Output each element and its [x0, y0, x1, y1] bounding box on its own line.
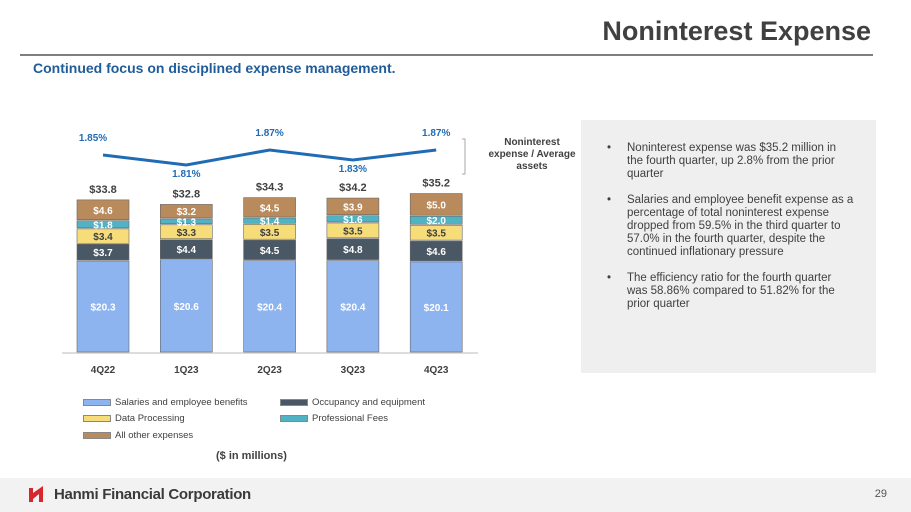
footer — [0, 478, 911, 512]
bar-segment — [76, 228, 130, 244]
bar-value-label: $1.4 — [260, 217, 280, 228]
stacked-bar-chart: $20.3 $3.7 $3.4$1.8 $4.6 $33.8 4Q22 $20.6 $4.4 $… — [62, 128, 478, 376]
legend-swatch — [280, 399, 308, 406]
bar-segment — [160, 259, 213, 353]
bullet: Noninterest expense was $35.2 million in… — [607, 142, 854, 181]
category-label: 4Q22 — [91, 365, 116, 376]
page-title: Noninterest Expense — [602, 16, 871, 46]
bar-segment — [76, 260, 130, 353]
bar-total-label: $34.3 — [256, 182, 284, 194]
bar-segment — [326, 260, 380, 353]
legend-label: Occupancy and equipment — [312, 397, 426, 408]
bar-segment — [326, 222, 380, 239]
bar-segment — [409, 215, 463, 225]
bar-value-label: $3.5 — [343, 226, 363, 237]
commentary-panel: Noninterest expense was $35.2 million in… — [581, 120, 876, 373]
bar-segment — [160, 218, 213, 225]
page-number: 29 — [874, 488, 887, 500]
bar-value-label: $3.5 — [426, 229, 446, 240]
bar-value-label: $3.4 — [93, 232, 113, 243]
bar-value-label: $20.4 — [340, 302, 365, 313]
legend-label: Data Processing — [115, 413, 185, 424]
category-label: 1Q23 — [174, 365, 199, 376]
bar-segment — [243, 260, 296, 353]
bar-segment — [160, 239, 213, 259]
bar-value-label: $2.0 — [426, 216, 446, 227]
category-label: 4Q23 — [424, 365, 449, 376]
bar-segment — [326, 215, 380, 223]
bar-value-label: $4.5 — [260, 246, 280, 257]
bar-segment — [76, 220, 130, 229]
bar-value-label: $3.2 — [177, 207, 197, 218]
bar-segment — [76, 243, 130, 261]
bar-value-label: $4.4 — [177, 245, 197, 256]
bar-value-label: $3.5 — [260, 228, 280, 239]
hanmi-logo-icon — [29, 486, 43, 502]
legend-professional-fees: Professional Fees — [280, 413, 388, 424]
legend-label: Salaries and employee benefits — [115, 397, 248, 408]
legend-swatch — [280, 415, 308, 422]
divider — [20, 54, 873, 56]
bar-value-label: $1.8 — [93, 220, 113, 231]
bullet: Salaries and employee benefit expense as… — [607, 194, 854, 259]
page-subtitle: Continued focus on disciplined expense m… — [33, 60, 396, 76]
bar-segment — [160, 204, 213, 219]
bar-segment — [243, 197, 296, 218]
bracket — [462, 138, 466, 175]
bar-total-label: $34.2 — [339, 182, 367, 194]
legend-swatch — [83, 399, 111, 406]
bar-value-label: $3.7 — [93, 248, 113, 259]
unit-label: ($ in millions) — [216, 450, 287, 462]
bar-segment — [243, 217, 296, 224]
bar-segment — [326, 238, 380, 260]
line-series — [102, 148, 437, 167]
company-logo: Hanmi Financial Corporation — [28, 485, 251, 503]
legend-swatch — [83, 415, 111, 422]
bar-value-label: $3.3 — [177, 228, 197, 239]
bar-segment — [243, 224, 296, 240]
line-value-label: 1.85% — [79, 133, 107, 144]
line-value-label: 1.87% — [255, 128, 283, 139]
legend-other: All other expenses — [83, 430, 193, 441]
line-value-label: 1.81% — [172, 169, 200, 180]
bar-value-label: $20.4 — [257, 302, 282, 313]
bar-value-label: $4.5 — [260, 203, 280, 214]
category-label: 2Q23 — [257, 365, 282, 376]
bar-value-label: $3.9 — [343, 202, 363, 213]
bar-value-label: $5.0 — [426, 200, 446, 211]
legend-occupancy: Occupancy and equipment — [280, 397, 425, 408]
bar-segment — [160, 224, 213, 240]
bar-segment — [409, 224, 463, 241]
bullet: The efficiency ratio for the fourth quar… — [607, 272, 854, 311]
legend-swatch — [83, 432, 111, 439]
logo-text: Hanmi Financial Corporation — [54, 485, 251, 503]
bar-value-label: $1.3 — [177, 217, 197, 228]
bar-value-label: $1.6 — [343, 215, 363, 226]
legend-label: Professional Fees — [312, 413, 389, 424]
category-label: 3Q23 — [341, 365, 366, 376]
bar-total-label: $35.2 — [422, 178, 450, 190]
legend-label: All other expenses — [115, 430, 194, 441]
bar-total-label: $32.8 — [173, 188, 201, 200]
legend-data-processing: Data Processing — [83, 413, 185, 424]
bar-total-label: $33.8 — [89, 184, 117, 196]
bar-segment — [326, 197, 380, 216]
bar-segment — [409, 193, 463, 216]
bar-value-label: $20.6 — [174, 302, 199, 313]
legend-salaries: Salaries and employee benefits — [83, 397, 248, 408]
bar-segment — [76, 199, 130, 221]
bar-segment — [409, 240, 463, 262]
bar-segment — [243, 239, 296, 260]
bar-segment — [409, 261, 463, 353]
bar-value-label: $4.8 — [343, 245, 363, 256]
bar-value-label: $20.1 — [424, 303, 449, 314]
bar-value-label: $4.6 — [93, 206, 113, 217]
bar-value-label: $20.3 — [90, 303, 115, 314]
line-series-label: Noninterest expense / Average assets — [488, 137, 576, 172]
line-value-label: 1.83% — [339, 164, 367, 175]
line-value-label: 1.87% — [422, 128, 450, 139]
bar-value-label: $4.6 — [426, 247, 446, 258]
